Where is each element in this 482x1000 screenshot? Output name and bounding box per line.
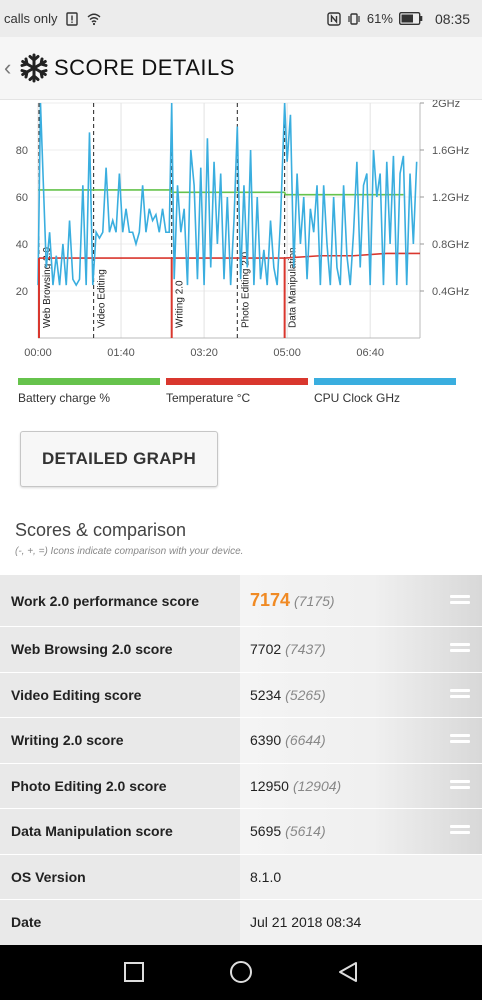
- info-label: Date: [0, 900, 240, 945]
- score-value: 7702: [250, 641, 282, 658]
- scores-note: (-, +, =) Icons indicate comparison with…: [15, 546, 244, 557]
- x-tick-label: 06:40: [356, 347, 384, 359]
- info-value-cell: 8.1.0: [240, 854, 482, 899]
- app-header: ‹ SCORE DETAILS: [0, 37, 482, 100]
- legend-label-battery: Battery charge %: [18, 391, 111, 405]
- score-reference: (6644): [285, 732, 326, 749]
- info-value-cell: Jul 21 2018 08:34: [240, 900, 482, 945]
- segment-label: Web Browsing 2.0: [42, 247, 53, 328]
- score-value-cell: 5695 (5614): [240, 809, 482, 854]
- info-label: OS Version: [0, 854, 240, 899]
- page-title: SCORE DETAILS: [54, 55, 235, 80]
- score-value: 5695: [250, 823, 282, 840]
- chart-svg: Web Browsing 2.0 Video Editing Writing 2.0…: [16, 100, 470, 359]
- snowflake-icon: [20, 53, 48, 83]
- home-circle-icon[interactable]: [229, 960, 253, 984]
- series-line-cpu: [37, 102, 418, 287]
- segment-label: Photo Editing 2.0: [240, 251, 251, 328]
- y-tick-label-left: 20: [16, 286, 28, 298]
- legend-label-temperature: Temperature °C: [166, 391, 251, 405]
- segment-label: Data Manipulation: [288, 247, 299, 328]
- y-tick-label-left: 60: [16, 192, 28, 204]
- info-row-date: Date Jul 21 2018 08:34: [0, 899, 482, 945]
- score-table: Work 2.0 performance score 7174 (7175) W…: [0, 574, 482, 945]
- scores-title: Scores & comparison: [15, 520, 187, 540]
- battery-percent: 61%: [366, 11, 393, 26]
- score-label: Photo Editing 2.0 score: [0, 763, 240, 808]
- y-tick-label-left: 40: [16, 239, 28, 251]
- status-bar: calls only 61% 08:35: [0, 0, 482, 37]
- carrier-text: calls only: [4, 11, 58, 26]
- score-reference: (5614): [285, 823, 326, 840]
- score-label: Video Editing score: [0, 672, 240, 717]
- status-time: 08:35: [434, 10, 470, 27]
- score-row-video-editing[interactable]: Video Editing score 5234 (5265): [0, 671, 482, 717]
- wifi-icon: [87, 13, 101, 25]
- segment-label: Video Editing: [97, 269, 108, 328]
- x-tick-label: 05:00: [273, 347, 301, 359]
- vibrate-icon: [348, 12, 360, 25]
- y-tick-label-right: 0.8GHz: [432, 239, 469, 251]
- score-value-cell: 6390 (6644): [240, 718, 482, 763]
- score-reference: (7175): [294, 592, 335, 609]
- nfc-icon: [327, 11, 341, 26]
- y-tick-label-right: 2GHz: [432, 100, 460, 110]
- info-value: Jul 21 2018 08:34: [250, 914, 362, 931]
- score-value: 12950: [250, 777, 289, 794]
- score-label: Web Browsing 2.0 score: [0, 627, 240, 672]
- detailed-graph-button[interactable]: DETAILED GRAPH: [20, 431, 218, 487]
- score-reference: (12904): [292, 777, 342, 794]
- info-value: 8.1.0: [250, 868, 282, 885]
- score-row-writing[interactable]: Writing 2.0 score 6390 (6644): [0, 717, 482, 763]
- y-tick-label-right: 1.6GHz: [432, 145, 469, 157]
- equals-icon: [450, 594, 470, 607]
- legend-swatch-battery: [18, 378, 160, 385]
- legend-item-battery: Battery charge %: [18, 378, 162, 405]
- legend-swatch-cpu: [314, 378, 456, 385]
- score-value-cell: 12950 (12904): [240, 763, 482, 808]
- score-row-photo-editing[interactable]: Photo Editing 2.0 score 12950 (12904): [0, 762, 482, 808]
- segment-label: Writing 2.0: [175, 280, 186, 328]
- score-label: Writing 2.0 score: [0, 718, 240, 763]
- series-line-battery: [38, 189, 404, 196]
- recents-square-icon[interactable]: [122, 960, 146, 984]
- legend-item-temperature: Temperature °C: [166, 378, 310, 405]
- chevron-left-icon[interactable]: ‹: [4, 55, 12, 80]
- score-value: 7174: [250, 590, 291, 610]
- legend-item-cpu: CPU Clock GHz: [314, 378, 458, 405]
- score-value-cell: 5234 (5265): [240, 672, 482, 717]
- equals-icon: [450, 643, 470, 655]
- y-tick-label-right: 0.4GHz: [432, 286, 469, 298]
- y-tick-label-left: 80: [16, 145, 28, 157]
- score-row-work[interactable]: Work 2.0 performance score 7174 (7175): [0, 574, 482, 626]
- back-triangle-icon[interactable]: [336, 960, 360, 984]
- chart-legend: Battery charge % Temperature °C CPU Cloc…: [18, 378, 468, 408]
- equals-icon: [450, 779, 470, 792]
- x-tick-label: 00:00: [24, 347, 52, 359]
- score-reference: (5265): [285, 686, 326, 703]
- score-label: Work 2.0 performance score: [0, 575, 240, 626]
- x-tick-label: 03:20: [190, 347, 218, 359]
- info-row-os-version: OS Version 8.1.0: [0, 853, 482, 899]
- x-tick-label: 01:40: [107, 347, 135, 359]
- legend-label-cpu: CPU Clock GHz: [314, 391, 401, 405]
- system-nav-bar: [0, 945, 482, 1000]
- score-value-cell: 7174 (7175): [240, 575, 482, 626]
- content-scroll[interactable]: Web Browsing 2.0 Video Editing Writing 2.0…: [0, 100, 482, 945]
- equals-icon: [450, 688, 470, 701]
- score-value-cell: 7702 (7437): [240, 627, 482, 672]
- equals-icon: [450, 734, 470, 746]
- score-row-data-manipulation[interactable]: Data Manipulation score 5695 (5614): [0, 808, 482, 854]
- legend-swatch-temperature: [166, 378, 308, 385]
- equals-icon: [450, 825, 470, 837]
- score-label: Data Manipulation score: [0, 809, 240, 854]
- y-tick-label-right: 1.2GHz: [432, 192, 469, 204]
- score-reference: (7437): [285, 641, 326, 658]
- battery-icon: [398, 12, 423, 25]
- chart: Web Browsing 2.0 Video Editing Writing 2.0…: [0, 100, 482, 410]
- sim-alert-icon: [66, 11, 79, 26]
- score-value: 5234: [250, 686, 282, 703]
- score-row-web-browsing[interactable]: Web Browsing 2.0 score 7702 (7437): [0, 626, 482, 672]
- score-value: 6390: [250, 732, 282, 749]
